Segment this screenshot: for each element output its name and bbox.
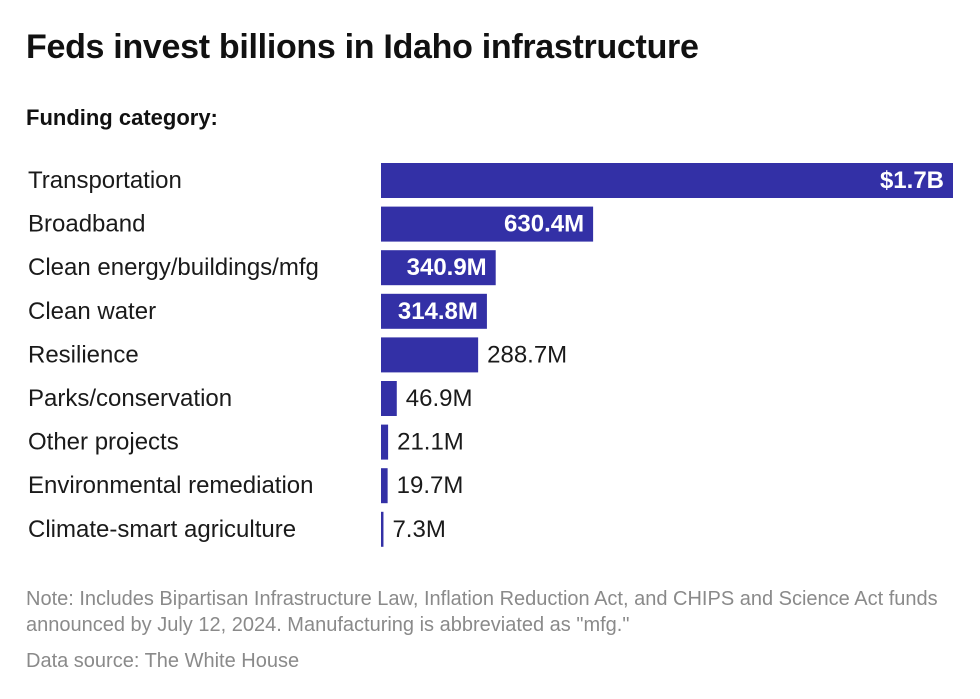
bar <box>381 250 496 286</box>
data-source: Data source: The White House <box>26 650 300 672</box>
category-label: Climate-smart agriculture <box>28 516 296 543</box>
bar <box>381 424 389 460</box>
category-label: Transportation <box>28 167 182 194</box>
bar <box>381 206 594 242</box>
value-label: 46.9M <box>406 385 473 412</box>
chart-note: Note: Includes Bipartisan Infrastructure… <box>26 588 938 636</box>
category-label: Other projects <box>28 429 179 456</box>
value-label: 19.7M <box>397 472 464 499</box>
category-label: Clean water <box>28 298 156 325</box>
chart-subtitle: Funding category: <box>26 105 218 130</box>
bar <box>381 468 388 504</box>
bar <box>381 293 487 329</box>
value-label: 21.1M <box>397 429 464 456</box>
value-label: 314.8M <box>398 298 478 325</box>
value-label: 7.3M <box>392 516 445 543</box>
category-label: Broadband <box>28 211 145 238</box>
category-label: Environmental remediation <box>28 472 313 499</box>
category-label: Clean energy/buildings/mfg <box>28 254 319 281</box>
bar-chart: Transportation $1.7B Broadband 630.4M Clean … <box>28 163 953 547</box>
bar <box>381 337 479 373</box>
value-label: 630.4M <box>504 211 584 238</box>
bar <box>381 381 397 416</box>
value-label: $1.7B <box>880 167 944 194</box>
bar <box>381 163 953 198</box>
bar <box>381 511 384 547</box>
category-label: Resilience <box>28 341 139 368</box>
chart-title: Feds invest billions in Idaho infrastruc… <box>26 28 699 66</box>
value-label: 340.9M <box>407 254 487 281</box>
category-label: Parks/conservation <box>28 385 232 412</box>
value-label: 288.7M <box>487 341 567 368</box>
